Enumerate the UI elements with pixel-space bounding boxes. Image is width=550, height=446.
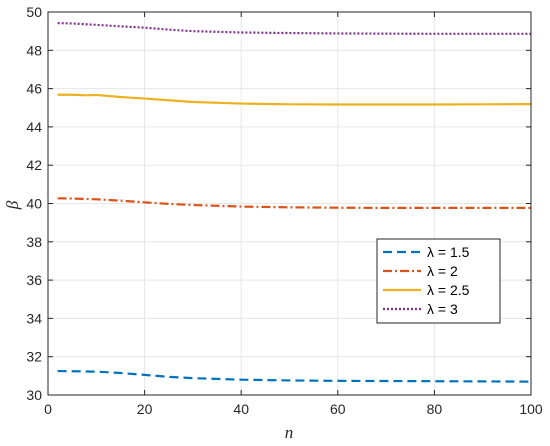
y-tick-labels: 30 32 34 36 38 40 42 44 46 48 50 — [26, 4, 42, 403]
x-tick-label: 100 — [519, 401, 543, 417]
y-axis-label: β — [3, 200, 22, 210]
y-tick-label: 36 — [26, 272, 42, 288]
x-tick-label: 0 — [44, 401, 52, 417]
y-tick-label: 32 — [26, 349, 42, 365]
y-tick-label: 40 — [26, 196, 42, 212]
legend-label: λ = 2.5 — [427, 282, 470, 298]
x-tick-label: 40 — [233, 401, 249, 417]
y-tick-label: 38 — [26, 234, 42, 250]
legend-label: λ = 2 — [427, 263, 458, 279]
x-axis-label: n — [285, 423, 294, 442]
y-tick-label: 50 — [26, 4, 42, 20]
y-tick-label: 46 — [26, 81, 42, 97]
legend-label: λ = 3 — [427, 301, 458, 317]
x-tick-label: 60 — [330, 401, 346, 417]
y-tick-label: 44 — [26, 119, 42, 135]
series-lines — [57, 22, 532, 383]
legend-label: λ = 1.5 — [427, 244, 470, 260]
series-line-4 — [57, 22, 531, 35]
x-tick-labels: 0 20 40 60 80 100 — [44, 401, 543, 417]
series-line-3 — [57, 93, 532, 106]
legend: λ = 1.5 λ = 2 λ = 2.5 λ = 3 — [376, 238, 501, 324]
y-tick-label: 48 — [26, 42, 42, 58]
y-tick-label: 34 — [26, 310, 42, 326]
y-tick-label: 42 — [26, 157, 42, 173]
x-tick-label: 20 — [137, 401, 153, 417]
y-tick-label: 30 — [26, 387, 42, 403]
series-line-2 — [57, 197, 531, 209]
x-tick-label: 80 — [427, 401, 443, 417]
series-line-1 — [57, 369, 532, 383]
axis-ticks — [47, 11, 532, 396]
